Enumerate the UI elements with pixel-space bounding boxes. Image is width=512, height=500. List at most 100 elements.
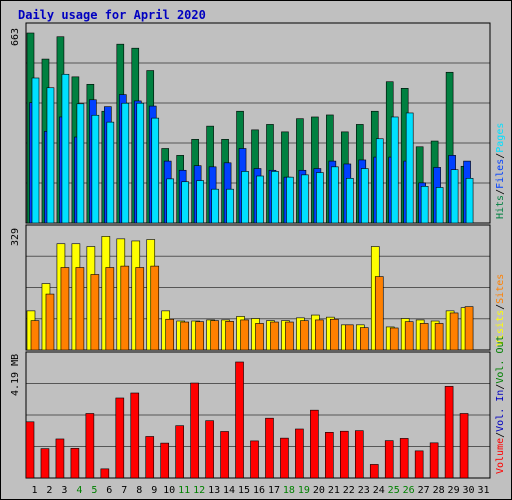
- volume-bar: [85, 413, 95, 479]
- volume-bar: [205, 420, 214, 479]
- y-max-label: 329: [10, 228, 21, 246]
- legend-entry: /: [495, 304, 506, 310]
- legend-entry: Files: [495, 159, 506, 189]
- volume-bar: [310, 409, 319, 479]
- y-max-label: 663: [10, 28, 21, 46]
- sites-bar: [60, 267, 70, 351]
- x-tick-label: 24: [373, 485, 385, 496]
- volume-bar: [414, 450, 424, 479]
- pages-bar: [331, 166, 339, 224]
- x-tick-label: 30: [463, 485, 475, 496]
- volume-bar: [354, 430, 364, 479]
- sites-bar: [180, 321, 189, 351]
- sites-bar: [419, 323, 429, 351]
- volume-bar: [429, 442, 439, 479]
- volume-bar: [340, 430, 349, 479]
- x-tick-label: 27: [418, 485, 430, 496]
- pages-bar: [31, 77, 40, 224]
- sites-bar: [90, 274, 100, 351]
- sites-bar: [449, 312, 459, 351]
- x-tick-label: 18: [283, 485, 295, 496]
- sites-bar: [330, 318, 339, 351]
- pages-bar: [241, 171, 249, 224]
- pages-bar: [360, 168, 369, 224]
- pages-bar: [405, 112, 414, 224]
- x-tick-label: 8: [136, 485, 142, 496]
- pages-bar: [375, 138, 384, 224]
- volume-bar: [145, 436, 155, 479]
- volume-bar: [115, 397, 125, 479]
- sites-bar: [150, 265, 160, 351]
- pages-bar: [46, 87, 55, 224]
- volume-bar: [175, 425, 184, 479]
- x-tick-label: 16: [253, 485, 265, 496]
- x-tick-label: 5: [91, 485, 97, 496]
- volume-bar: [444, 386, 454, 479]
- legend-entry: /: [495, 153, 506, 159]
- sites-bar: [165, 318, 175, 351]
- x-tick-label: 6: [106, 485, 112, 496]
- pages-bar: [316, 172, 324, 224]
- pages-bar: [271, 171, 279, 224]
- volume-bar: [130, 392, 140, 479]
- sites-bar: [300, 320, 309, 351]
- x-tick-label: 9: [151, 485, 157, 496]
- x-tick-label: 19: [298, 485, 310, 496]
- sites-bar: [270, 321, 279, 351]
- pages-bar: [211, 188, 219, 224]
- side-legend: Hits/Files/Pages: [495, 123, 506, 219]
- volume-bar: [70, 448, 80, 479]
- legend-entry: /: [495, 384, 506, 390]
- sites-bar: [75, 267, 85, 351]
- pages-bar: [166, 178, 175, 224]
- pages-bar: [346, 177, 354, 224]
- legend-entry: Vol. Out: [495, 335, 506, 383]
- volume-bar: [280, 437, 289, 479]
- pages-bar: [106, 121, 115, 224]
- x-tick-label: 21: [328, 485, 340, 496]
- x-tick-label: 28: [433, 485, 445, 496]
- x-tick-label: 13: [208, 485, 220, 496]
- sites-bar: [240, 319, 249, 351]
- volume-bar: [369, 464, 379, 479]
- legend-entry: /: [495, 189, 506, 195]
- x-tick-label: 20: [313, 485, 325, 496]
- pages-bar: [390, 116, 399, 224]
- pages-bar: [301, 174, 309, 224]
- pages-bar: [196, 180, 204, 224]
- x-tick-label: 22: [343, 485, 355, 496]
- x-tick-label: 29: [448, 485, 460, 496]
- x-tick-label: 31: [477, 485, 489, 496]
- volume-bar: [325, 432, 334, 479]
- volume-bar: [40, 448, 50, 479]
- volume-bar: [25, 421, 35, 479]
- pages-bar: [226, 188, 234, 224]
- volume-bar: [55, 438, 65, 479]
- x-tick-label: 25: [388, 485, 400, 496]
- legend-entry: Pages: [495, 123, 506, 153]
- volume-bar: [190, 382, 199, 479]
- sites-bar: [285, 321, 294, 351]
- pages-bar: [450, 169, 459, 224]
- x-tick-label: 12: [193, 485, 205, 496]
- sites-bar: [195, 321, 204, 351]
- pages-bar: [181, 181, 189, 224]
- volume-bar: [295, 428, 304, 479]
- sites-bar: [315, 319, 324, 351]
- pages-bar: [91, 114, 100, 224]
- legend-entry: Vol. In: [495, 390, 506, 432]
- volume-bar: [100, 468, 110, 479]
- sites-bar: [255, 323, 264, 351]
- volume-bar: [220, 431, 229, 479]
- sites-bar: [389, 327, 399, 351]
- x-tick-label: 14: [223, 485, 235, 496]
- pages-bar: [151, 117, 160, 224]
- sites-bar: [105, 267, 115, 351]
- x-tick-label: 4: [76, 485, 82, 496]
- chart-title: Daily usage for April 2020: [18, 8, 206, 22]
- x-tick-label: 7: [121, 485, 127, 496]
- x-tick-label: 17: [268, 485, 280, 496]
- x-tick-label: 23: [358, 485, 370, 496]
